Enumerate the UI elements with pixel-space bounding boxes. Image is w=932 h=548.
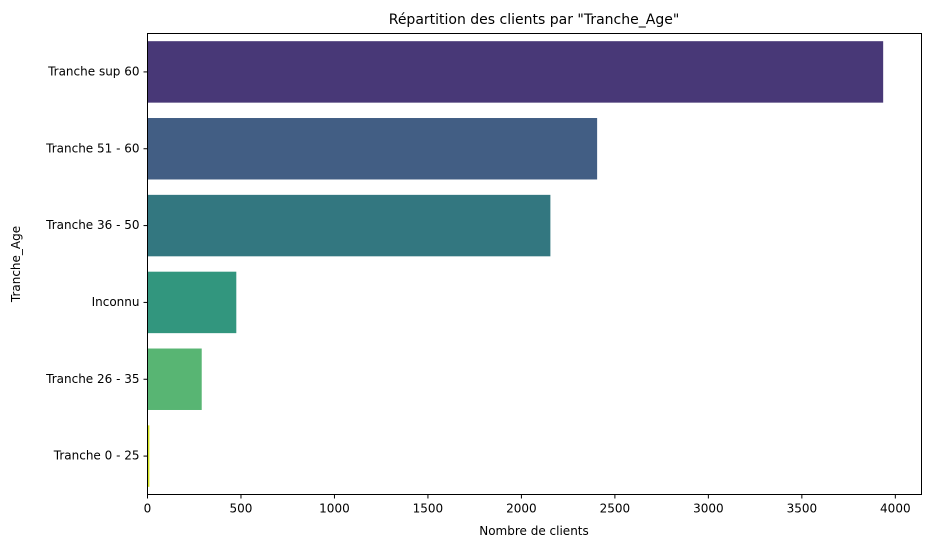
y-tick-label: Tranche 51 - 60 xyxy=(45,141,139,155)
bar-1 xyxy=(147,118,598,180)
y-ticks-group: Tranche sup 60 Tranche 51 - 60 Tranche 36 … xyxy=(45,64,148,463)
plot-frame xyxy=(147,33,922,495)
y-tick-label: Tranche 36 - 50 xyxy=(45,218,139,232)
y-tick-label: Tranche 26 - 35 xyxy=(45,372,139,386)
bars-group xyxy=(147,41,884,487)
y-axis-label: Tranche_Age xyxy=(9,226,23,303)
x-tick-label: 3000 xyxy=(693,502,724,516)
x-ticks-group: 0 500 1000 1500 2000 2500 3000 3500 4000 xyxy=(144,494,911,516)
x-tick-label: 1500 xyxy=(413,502,444,516)
y-tick-label: Tranche sup 60 xyxy=(47,64,139,78)
x-tick-label: 1000 xyxy=(319,502,350,516)
bar-5 xyxy=(147,425,150,487)
x-tick-label: 500 xyxy=(230,502,253,516)
bar-2 xyxy=(147,194,551,257)
x-tick-label: 2500 xyxy=(600,502,631,516)
x-tick-label: 3500 xyxy=(787,502,818,516)
x-tick-label: 4000 xyxy=(880,502,911,516)
y-tick-label: Inconnu xyxy=(92,295,140,309)
x-tick-label: 0 xyxy=(144,502,152,516)
bar-3 xyxy=(147,271,237,334)
y-tick-label: Tranche 0 - 25 xyxy=(53,449,140,463)
x-tick-label: 2000 xyxy=(506,502,537,516)
x-axis-label: Nombre de clients xyxy=(479,524,589,538)
chart-title: Répartition des clients par "Tranche_Age… xyxy=(389,12,680,28)
bar-0 xyxy=(147,41,884,103)
bar-4 xyxy=(147,348,202,410)
